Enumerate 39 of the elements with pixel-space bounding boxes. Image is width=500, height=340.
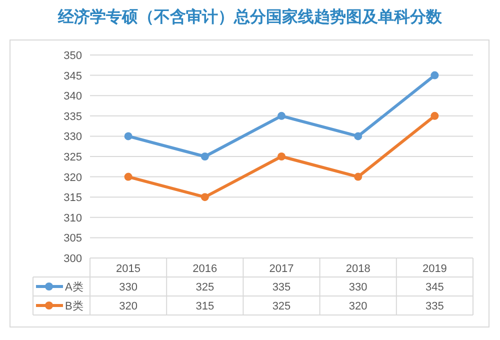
point: [200, 193, 209, 202]
point: [200, 152, 209, 160]
y-tick-label: 305: [64, 232, 82, 245]
point: [354, 172, 362, 181]
chart-title: 经济学专硕（不含审计）总分国家线趋势图及单科分数: [57, 7, 443, 26]
point: [354, 132, 362, 140]
x-tick-label: 2015: [116, 263, 141, 275]
x-tick-label: 2018: [346, 263, 370, 275]
data-label: 315: [196, 300, 214, 312]
data-label: 345: [426, 282, 444, 294]
data-label: 325: [196, 282, 214, 294]
y-tick-label: 320: [64, 172, 82, 184]
y-tick-label: 310: [64, 212, 82, 224]
y-tick-label: 325: [64, 152, 82, 164]
y-tick-label: 345: [64, 70, 82, 82]
y-tick-label: 350: [64, 50, 82, 62]
point: [124, 172, 132, 181]
x-tick-label: 2016: [192, 263, 218, 275]
y-tick-label: 340: [64, 90, 82, 103]
legend-label: A类: [65, 280, 84, 294]
data-label: 335: [272, 282, 291, 294]
data-label: 320: [119, 300, 138, 312]
y-tick-label: 300: [64, 253, 82, 265]
data-label: 330: [348, 282, 368, 294]
data-label: 330: [119, 282, 138, 294]
y-tick-label: 330: [64, 131, 82, 144]
data-label: 320: [348, 300, 368, 312]
y-tick-label: 335: [64, 110, 82, 123]
data-label: 325: [272, 300, 291, 312]
x-tick-label: 2017: [269, 263, 294, 275]
point: [278, 152, 286, 160]
y-tick-label: 315: [64, 192, 82, 204]
point: [124, 132, 132, 140]
data-label: 335: [426, 300, 444, 312]
x-tick-label: 2019: [422, 263, 447, 275]
point: [278, 112, 286, 120]
legend-label: B类: [65, 300, 84, 312]
point: [430, 112, 439, 120]
point: [430, 71, 439, 80]
